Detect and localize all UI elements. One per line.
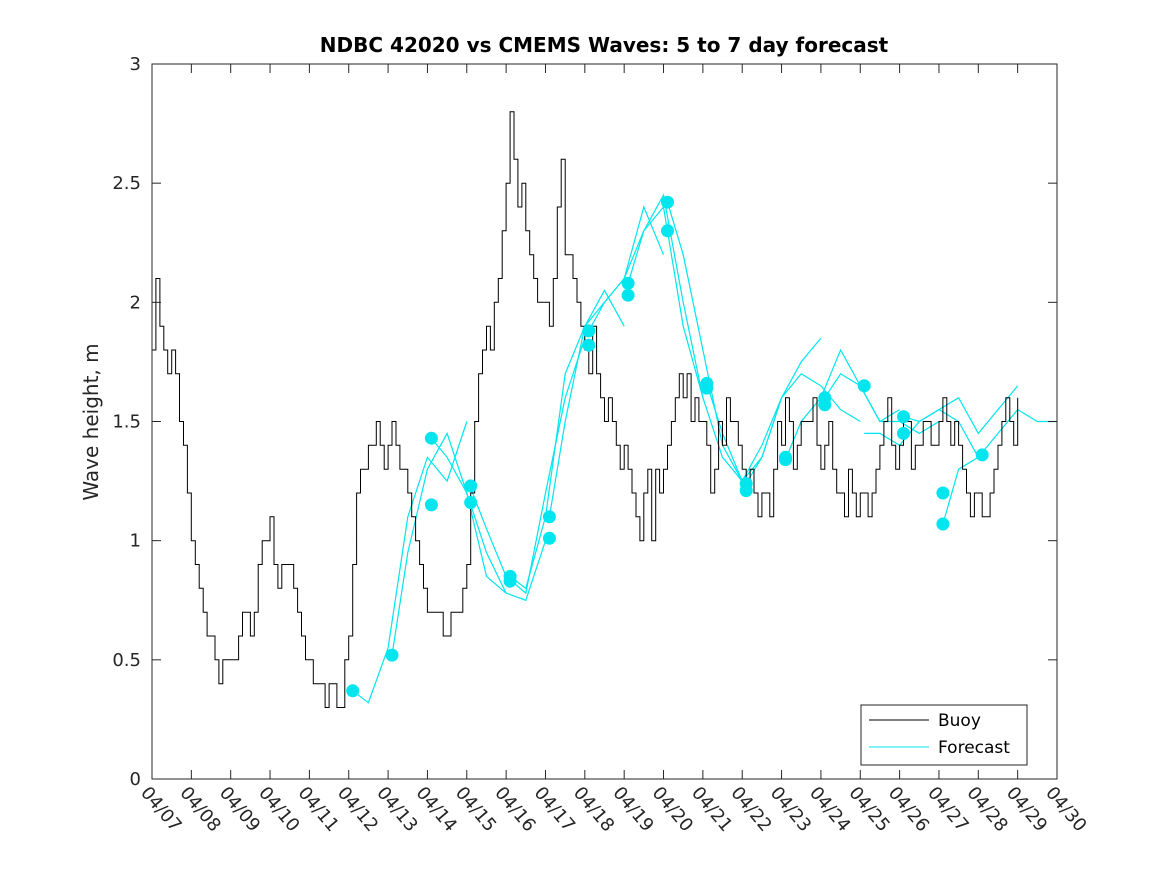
- forecast-marker-21: [779, 453, 792, 467]
- forecast-marker-5: [464, 496, 478, 509]
- legend-buoy-label: Buoy: [938, 711, 981, 731]
- forecast-marker-26: [897, 410, 910, 424]
- forecast-line-12: [824, 372, 940, 435]
- y-tick-label-5: 2.5: [112, 173, 141, 194]
- forecast-line-0: [352, 421, 468, 704]
- forecast-line-1: [391, 431, 507, 656]
- forecast-line-4: [509, 289, 625, 590]
- forecast-marker-4: [464, 479, 478, 493]
- forecast-marker-0: [346, 684, 360, 698]
- y-tick-label-1: 0.5: [112, 650, 141, 671]
- forecast-marker-12: [621, 276, 635, 290]
- forecast-marker-9: [542, 531, 556, 545]
- y-tick-label-3: 1.5: [112, 412, 141, 433]
- forecast-marker-17: [700, 381, 714, 395]
- forecast-marker-1: [385, 648, 399, 662]
- y-tick-label-4: 2: [130, 292, 141, 313]
- forecast-line-3: [470, 337, 586, 595]
- legend-forecast-label: Forecast: [938, 738, 1010, 758]
- forecast-marker-24: [857, 379, 871, 393]
- y-tick-label-2: 1: [130, 531, 141, 552]
- forecast-marker-23: [818, 398, 832, 412]
- forecast-marker-3: [424, 498, 438, 512]
- plot-area: [152, 111, 1057, 708]
- forecast-marker-2: [424, 431, 438, 445]
- forecast-marker-15: [661, 224, 674, 238]
- forecast-marker-10: [582, 324, 596, 338]
- y-tick-label-0: 0: [130, 769, 141, 790]
- forecast-line-10: [745, 373, 861, 484]
- forecast-marker-11: [582, 338, 596, 352]
- forecast-marker-19: [739, 484, 753, 498]
- forecast-marker-25: [897, 426, 910, 440]
- forecast-line-2: [430, 437, 547, 602]
- y-tick-label-6: 3: [130, 54, 141, 75]
- forecast-marker-28: [936, 486, 950, 500]
- buoy-line: [152, 111, 1019, 708]
- forecast-marker-7: [503, 574, 517, 588]
- legend: Buoy Forecast: [860, 704, 1028, 766]
- y-axis: 0 0.5 1 1.5 2 2.5 3: [112, 54, 1057, 790]
- forecast-line-7: [627, 193, 743, 482]
- y-axis-label: Wave height, m: [79, 343, 103, 500]
- forecast-marker-8: [542, 510, 556, 524]
- forecast-marker-14: [661, 195, 674, 209]
- forecast-marker-27: [936, 517, 950, 531]
- forecast-line-15: [942, 408, 1057, 525]
- chart-title: NDBC 42020 vs CMEMS Waves: 5 to 7 day fo…: [320, 33, 889, 57]
- forecast-marker-29: [975, 448, 989, 462]
- legend-box: [860, 704, 1028, 766]
- forecast-marker-13: [621, 288, 635, 302]
- forecast-line-14: [903, 385, 1019, 435]
